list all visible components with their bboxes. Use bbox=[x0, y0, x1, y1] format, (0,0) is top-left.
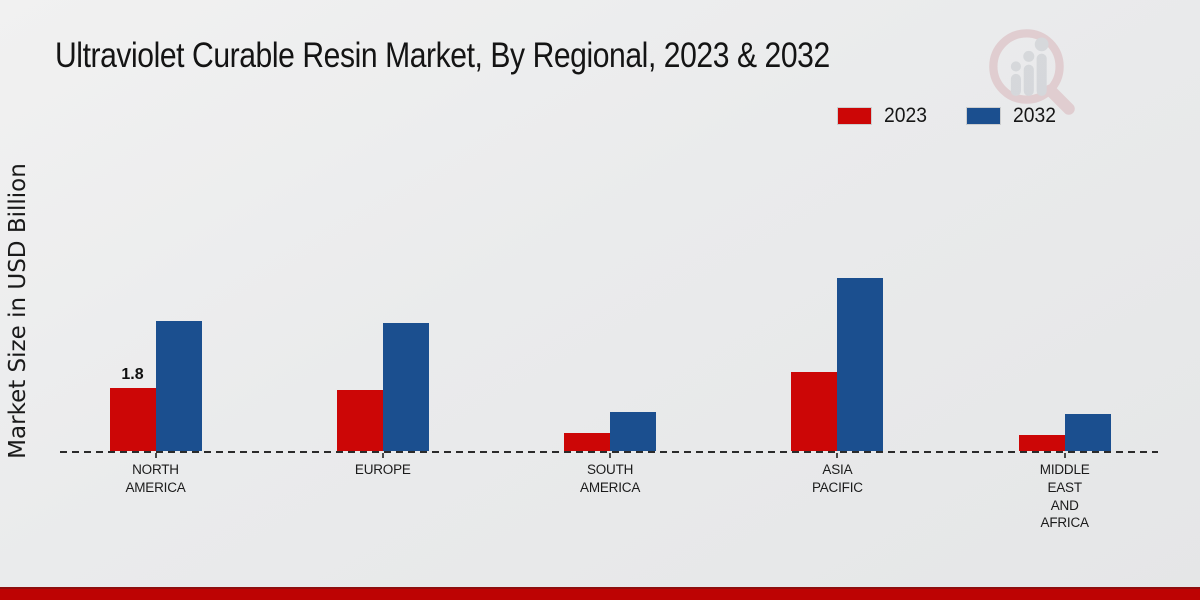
legend-label-2023: 2023 bbox=[884, 104, 927, 127]
bar-2023-europe bbox=[336, 390, 383, 451]
legend-swatch-2023-icon bbox=[838, 108, 871, 124]
legend-item-2023: 2023 bbox=[838, 104, 931, 128]
category-label-north-america: NORTH AMERICA bbox=[125, 462, 186, 495]
bar-2023-south-america bbox=[564, 433, 611, 451]
legend-label-2032: 2032 bbox=[1012, 104, 1056, 127]
category-label-middle-east-and-africa: MIDDLE EAST AND AFRICA bbox=[1039, 462, 1090, 531]
chart-title: Ultraviolet Curable Resin Market, By Reg… bbox=[55, 36, 830, 75]
magnifier-bar-chart-logo-icon bbox=[989, 29, 1075, 115]
bar-2023-middle-east-and-africa bbox=[1018, 435, 1065, 451]
bar-2032-asia-pacific bbox=[837, 278, 884, 451]
bar-2032-middle-east-and-africa bbox=[1064, 414, 1111, 451]
y-axis-label: Market Size in USD Billion bbox=[5, 163, 31, 459]
axis-tick-asia-pacific bbox=[836, 453, 839, 458]
bar-2032-north-america bbox=[155, 321, 202, 451]
bar-2032-europe bbox=[382, 323, 429, 451]
category-label-south-america: SOUTH AMERICA bbox=[580, 462, 641, 495]
bar-2032-south-america bbox=[610, 412, 657, 451]
x-axis-baseline bbox=[60, 451, 1158, 453]
axis-tick-middle-east-and-africa bbox=[1063, 453, 1066, 458]
bar-value-label-2023-north-america: 1.8 bbox=[121, 366, 144, 383]
legend: 2023 2032 bbox=[838, 104, 1059, 128]
axis-tick-south-america bbox=[609, 453, 612, 458]
bar-2023-north-america bbox=[109, 388, 156, 451]
axis-tick-north-america bbox=[154, 453, 157, 458]
legend-swatch-2032-icon bbox=[966, 108, 1000, 124]
axis-tick-europe bbox=[381, 453, 384, 458]
footer-stripe bbox=[0, 587, 1200, 600]
legend-item-2032: 2032 bbox=[966, 104, 1060, 128]
category-label-europe: EUROPE bbox=[354, 462, 411, 477]
category-label-asia-pacific: ASIA PACIFIC bbox=[811, 462, 863, 495]
bar-2023-asia-pacific bbox=[791, 372, 838, 451]
